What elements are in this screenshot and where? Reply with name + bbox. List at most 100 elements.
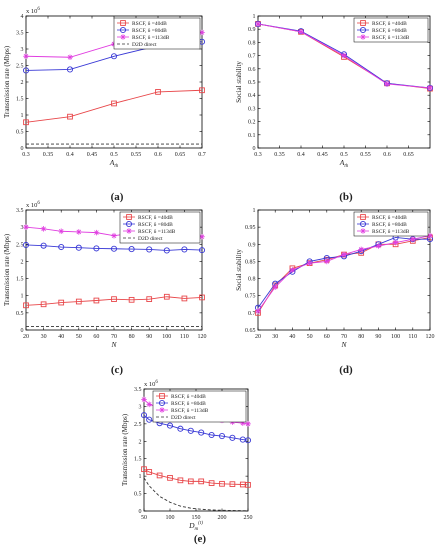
marker-stroke (94, 230, 99, 235)
x-tick-label: 60 (324, 334, 330, 340)
legend-label: RSCF, δ =40dB (132, 21, 167, 27)
marker-stroke (324, 259, 330, 264)
data-point (146, 416, 153, 423)
x-tick-label: 0.3 (22, 152, 30, 158)
data-point (22, 67, 30, 74)
y-tick-label: 0 (21, 146, 24, 152)
y-axis-label: Social stability (235, 249, 243, 291)
data-point (110, 53, 118, 60)
data-point (229, 434, 236, 441)
data-point (140, 412, 148, 419)
y-tick-label: 2.5 (16, 64, 24, 70)
y-tick-label: 1 (253, 14, 256, 20)
data-point (177, 425, 184, 432)
series-3 (255, 21, 433, 91)
series-line (143, 468, 249, 486)
legend-label: RSCF, δ =40dB (372, 21, 407, 27)
y-tick-label: 3 (21, 47, 24, 53)
chart-panel-1: 0.3 0.35 0.4 0.45 0.5 0.55 0.6 0.65 0.7 0 0.5 1 1.5 2… (3, 7, 206, 203)
data-point (93, 229, 100, 236)
x-tick-label: 0.45 (87, 152, 98, 158)
data-point (198, 478, 205, 485)
marker-stroke (199, 234, 205, 240)
series-1 (23, 87, 205, 126)
marker-stroke (360, 228, 366, 234)
y-tick-label: 1 (21, 113, 24, 119)
y-tick-label: 0.65 (245, 328, 256, 334)
legend-label: D2D direct (132, 42, 157, 48)
y-tick-label: 0.9 (248, 242, 256, 248)
data-point (341, 52, 347, 59)
x-tick-label: 0.6 (154, 152, 162, 158)
y-tick-label: 1.5 (16, 277, 24, 283)
y-exponent-base: x 10 (144, 381, 155, 388)
y-tick-label: 3 (21, 225, 24, 231)
data-point (255, 21, 261, 27)
legend-label: D2D direct (171, 415, 196, 421)
panel-label: (c) (111, 364, 124, 376)
x-tick-label: 120 (198, 334, 207, 340)
series-line (25, 89, 203, 123)
x-axis-label-superscript: (t) (198, 521, 203, 526)
y-tick-label: 0.5 (134, 492, 142, 498)
x-tick-label: 110 (180, 334, 189, 340)
data-point (410, 236, 416, 242)
data-point (199, 294, 205, 301)
legend-marker (360, 20, 366, 26)
legend-box (152, 390, 247, 423)
marker-stroke (111, 233, 117, 238)
y-exponent-base: x 10 (26, 202, 37, 209)
y-tick-label: 0.7 (248, 311, 256, 317)
data-point (156, 472, 163, 479)
x-axis-label-subscript: th (114, 164, 118, 169)
x-tick-label: 20 (255, 334, 261, 340)
x-tick-label: 60 (93, 334, 99, 340)
y-exponent-base: x 10 (26, 8, 37, 15)
x-axis-label: N (340, 340, 347, 349)
x-tick-label: 0.35 (274, 152, 285, 158)
series-4 (143, 477, 248, 512)
data-point (111, 296, 117, 302)
series-1 (141, 466, 251, 488)
data-point (375, 243, 382, 249)
y-axis-label: Transmission rate (Mbps) (121, 413, 129, 486)
marker-stroke (126, 228, 132, 234)
x-tick-label: 80 (358, 334, 364, 340)
chart-panel-2: 0.3 0.35 0.4 0.45 0.5 0.55 0.6 0.65 0 0.1 0.2 0.3 0.… (235, 14, 434, 203)
data-point (75, 298, 82, 305)
legend-marker (125, 220, 133, 228)
legend-marker (159, 393, 165, 399)
x-tick-label: 90 (146, 334, 152, 340)
legend-label: D2D direct (138, 236, 163, 242)
data-point (146, 401, 152, 408)
data-point (427, 85, 433, 91)
marker-stroke (23, 53, 29, 59)
x-tick-label: 0.5 (110, 152, 118, 158)
y-tick-label: 0.85 (245, 259, 256, 265)
y-tick-label: 0.7 (248, 54, 256, 60)
data-point (255, 308, 261, 314)
data-point (245, 482, 251, 488)
marker-stroke (427, 85, 433, 91)
data-point (58, 243, 65, 251)
marker-stroke (272, 284, 278, 290)
y-tick-label: 0.3 (248, 106, 256, 112)
data-point (163, 247, 170, 254)
x-tick-label: 0.4 (66, 152, 74, 158)
x-axis-label-subscript: m (195, 527, 199, 532)
marker-stroke (255, 21, 261, 27)
y-tick-label: 0.75 (245, 294, 256, 300)
legend-marker (119, 26, 127, 34)
y-tick-label: 3 (139, 404, 142, 410)
data-point (66, 66, 74, 73)
marker-stroke (307, 260, 312, 266)
data-point (155, 89, 161, 95)
y-axis-label: Social stability (235, 61, 243, 103)
x-tick-label: 70 (111, 334, 117, 340)
data-point (40, 301, 47, 308)
data-point (67, 54, 73, 61)
legend-label: RSCF, δ =80dB (372, 222, 407, 228)
data-point (75, 244, 82, 251)
